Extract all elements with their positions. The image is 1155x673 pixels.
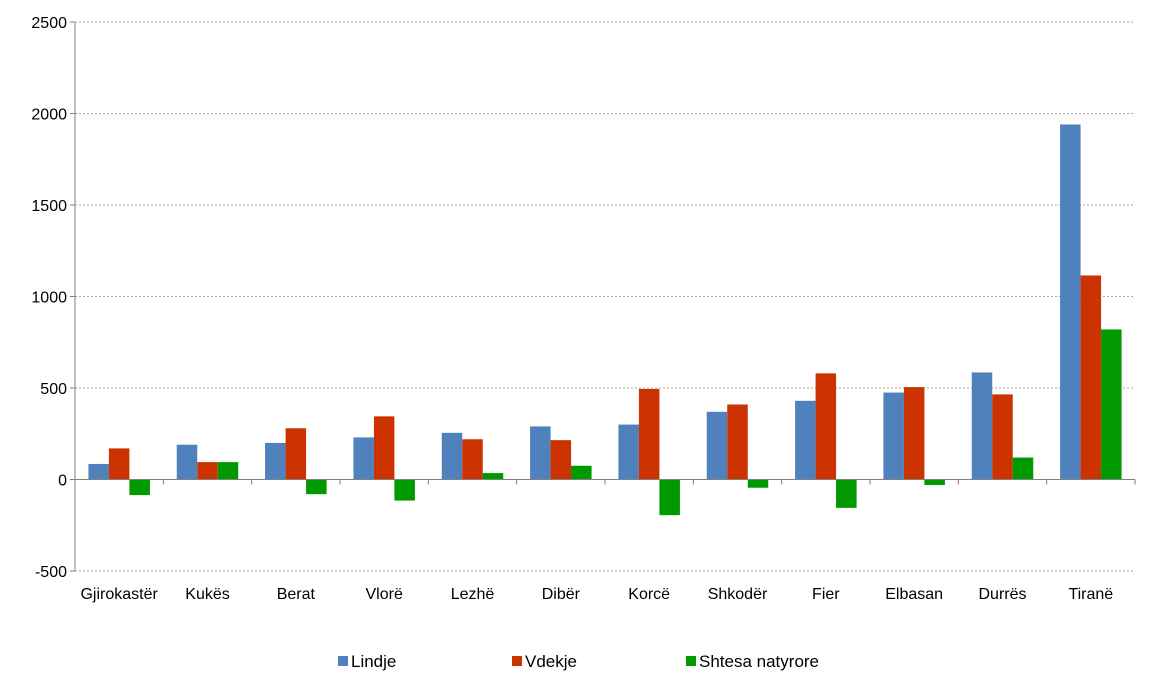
bar-lindje [530,426,551,480]
bar-shtesa-natyrore [394,479,415,501]
bar-lindje [618,424,639,480]
bar-shtesa-natyrore [1012,457,1034,480]
bar-shtesa-natyrore [571,465,592,480]
bar-shtesa-natyrore [659,479,680,516]
bar-vdekje [1080,275,1102,480]
bar-lindje [1060,124,1081,480]
bar-lindje [88,463,109,480]
y-tick-label: -500 [35,564,67,581]
x-axis-category-labels: Gjirokastër Kukës Berat Vlorë Lezhë Dibër Korc… [80,586,1113,603]
bar-shtesa-natyrore [129,479,150,496]
gridlines [75,21,1135,572]
x-category-label: Shkodër [708,586,768,603]
x-category-label: Durrës [978,586,1026,603]
bar-vdekje [462,439,483,480]
bar-shtesa-natyrore [482,473,504,480]
bar-shtesa-natyrore [306,479,327,495]
bar-vdekje [550,440,572,480]
x-category-label: Gjirokastër [80,586,158,603]
bar-shtesa-natyrore [217,462,239,480]
bar-vdekje [638,388,660,480]
bar-vdekje [285,428,307,480]
legend-swatch-vdekje [512,656,522,666]
bar-lindje [265,442,286,480]
bar-vdekje [903,387,925,480]
legend-label: Shtesa natyrore [699,652,819,671]
legend: Lindje Vdekje Shtesa natyrore [338,652,819,671]
bar-lindje [795,400,816,480]
axes [70,21,1136,572]
legend-swatch-shtesa-natyrore [686,656,696,666]
bar-lindje [353,437,374,480]
legend-swatch-lindje [338,656,348,666]
y-axis-tick-labels: -500 0 500 1000 1500 2000 2500 [31,15,67,581]
x-category-label: Korcë [628,586,670,603]
bar-lindje [971,372,993,480]
bar-lindje [176,444,198,480]
x-category-label: Elbasan [885,586,943,603]
bar-lindje [883,392,904,480]
bar-lindje [706,411,728,480]
x-category-label: Lezhë [451,586,495,603]
bar-shtesa-natyrore [747,479,769,488]
bar-shtesa-natyrore [924,479,945,485]
bar-vdekje [815,373,837,480]
x-category-label: Fier [812,586,840,603]
y-tick-label: 0 [58,473,67,490]
bar-vdekje [373,416,395,480]
y-tick-label: 500 [40,381,67,398]
bar-shtesa-natyrore [836,479,857,508]
x-category-label: Berat [277,586,316,603]
bar-vdekje [197,462,218,480]
bar-lindje [441,432,463,480]
y-tick-label: 2500 [31,15,67,32]
bar-vdekje [992,394,1013,480]
x-category-label: Dibër [542,586,581,603]
bar-vdekje [108,448,130,480]
bar-vdekje [727,404,748,480]
bars [88,124,1122,516]
y-tick-label: 2000 [31,107,67,124]
x-category-label: Vlorë [365,586,402,603]
legend-label: Lindje [351,652,396,671]
y-tick-label: 1000 [31,290,67,307]
x-category-label: Tiranë [1068,586,1113,603]
legend-label: Vdekje [525,652,577,671]
bar-shtesa-natyrore [1101,329,1122,480]
x-category-label: Kukës [185,586,229,603]
y-tick-label: 1500 [31,198,67,215]
